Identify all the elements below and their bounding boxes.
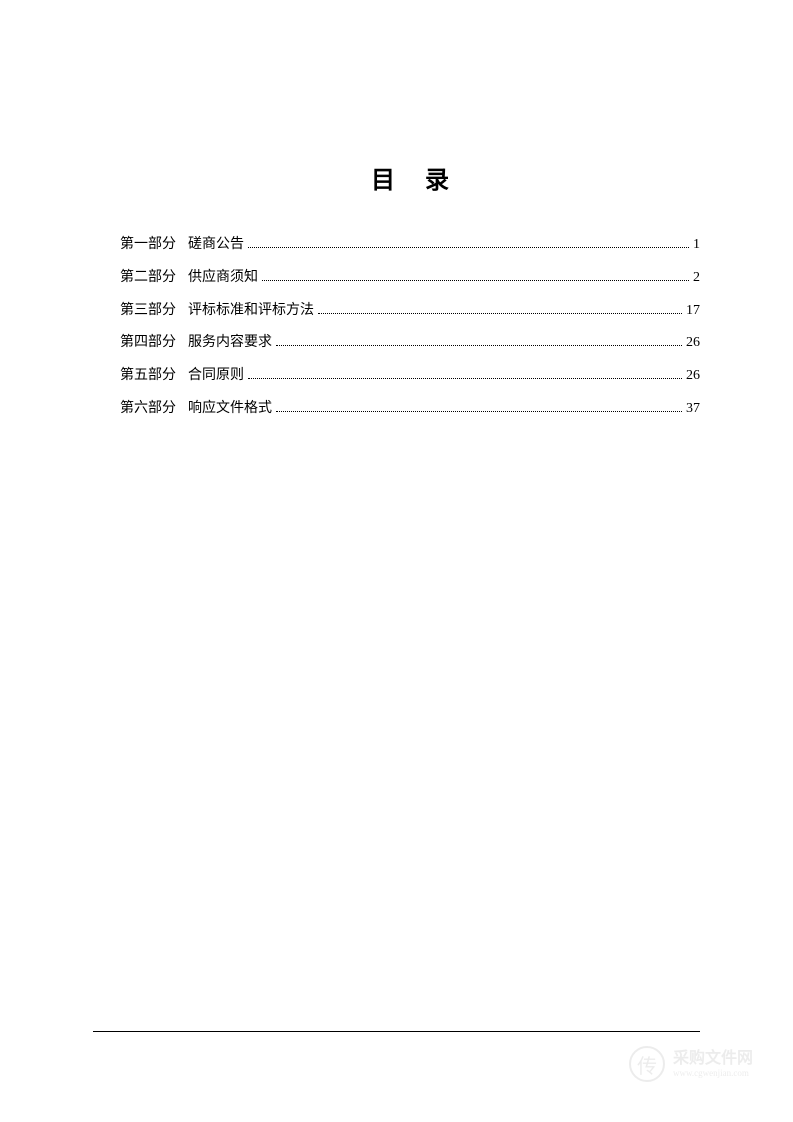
toc-part-label: 第二部分	[120, 263, 176, 294]
toc-part-label: 第四部分	[120, 328, 176, 359]
toc-part-label: 第三部分	[120, 296, 176, 327]
toc-item: 第一部分 磋商公告 1	[120, 230, 700, 261]
page-container: 目录 第一部分 磋商公告 1 第二部分 供应商须知 2 第三部分 评标标准和评标…	[0, 0, 793, 1122]
toc-section-label: 合同原则	[188, 361, 244, 392]
toc-section-label: 响应文件格式	[188, 394, 272, 425]
toc-page-number: 1	[693, 230, 700, 261]
toc-item: 第四部分 服务内容要求 26	[120, 328, 700, 359]
toc-item: 第五部分 合同原则 26	[120, 361, 700, 392]
toc-leader-dots	[248, 378, 682, 379]
watermark-sub-text: www.cgwenjian.com	[673, 1068, 753, 1079]
toc-part-label: 第六部分	[120, 394, 176, 425]
toc-section-label: 评标标准和评标方法	[188, 296, 314, 327]
toc-page-number: 17	[686, 296, 700, 327]
toc-page-number: 2	[693, 263, 700, 294]
toc-page-number: 26	[686, 361, 700, 392]
toc-part-label: 第五部分	[120, 361, 176, 392]
toc-section-label: 服务内容要求	[188, 328, 272, 359]
toc-leader-dots	[248, 247, 689, 248]
toc-item: 第三部分 评标标准和评标方法 17	[120, 296, 700, 327]
toc-section-label: 供应商须知	[188, 263, 258, 294]
footer-separator	[93, 1031, 700, 1032]
toc-item: 第二部分 供应商须知 2	[120, 263, 700, 294]
toc-leader-dots	[276, 411, 682, 412]
watermark-main-text: 采购文件网	[673, 1049, 753, 1068]
toc-item: 第六部分 响应文件格式 37	[120, 394, 700, 425]
toc-list: 第一部分 磋商公告 1 第二部分 供应商须知 2 第三部分 评标标准和评标方法 …	[120, 230, 700, 425]
toc-section-label: 磋商公告	[188, 230, 244, 261]
toc-page-number: 37	[686, 394, 700, 425]
watermark: 传 采购文件网 www.cgwenjian.com	[629, 1046, 753, 1082]
toc-leader-dots	[276, 345, 682, 346]
watermark-icon: 传	[629, 1046, 665, 1082]
toc-leader-dots	[318, 313, 682, 314]
toc-part-label: 第一部分	[120, 230, 176, 261]
toc-page-number: 26	[686, 328, 700, 359]
toc-leader-dots	[262, 280, 689, 281]
watermark-text-group: 采购文件网 www.cgwenjian.com	[673, 1049, 753, 1079]
page-title: 目录	[120, 160, 700, 195]
